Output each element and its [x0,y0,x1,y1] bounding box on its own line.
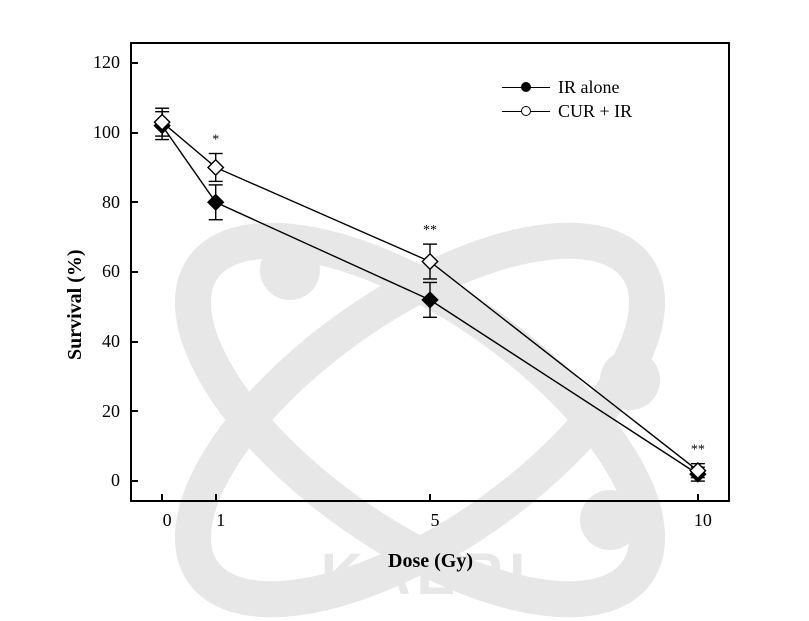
legend-label: IR alone [558,75,619,99]
legend: IR alone CUR + IR [502,75,632,123]
filled-diamond-icon [521,82,531,92]
legend-label: CUR + IR [558,99,632,123]
svg-text:**: ** [691,443,705,458]
svg-text:**: ** [423,223,437,238]
open-diamond-icon [521,106,531,116]
legend-line-icon [502,87,550,88]
legend-line-icon [502,111,550,112]
figure-root: KAERI 01510020406080100120 Survival (%) … [0,0,809,621]
legend-item-ir-alone: IR alone [502,75,632,99]
chart-data-layer: ***** [0,0,809,621]
legend-item-cur-ir: CUR + IR [502,99,632,123]
svg-text:*: * [212,133,219,148]
